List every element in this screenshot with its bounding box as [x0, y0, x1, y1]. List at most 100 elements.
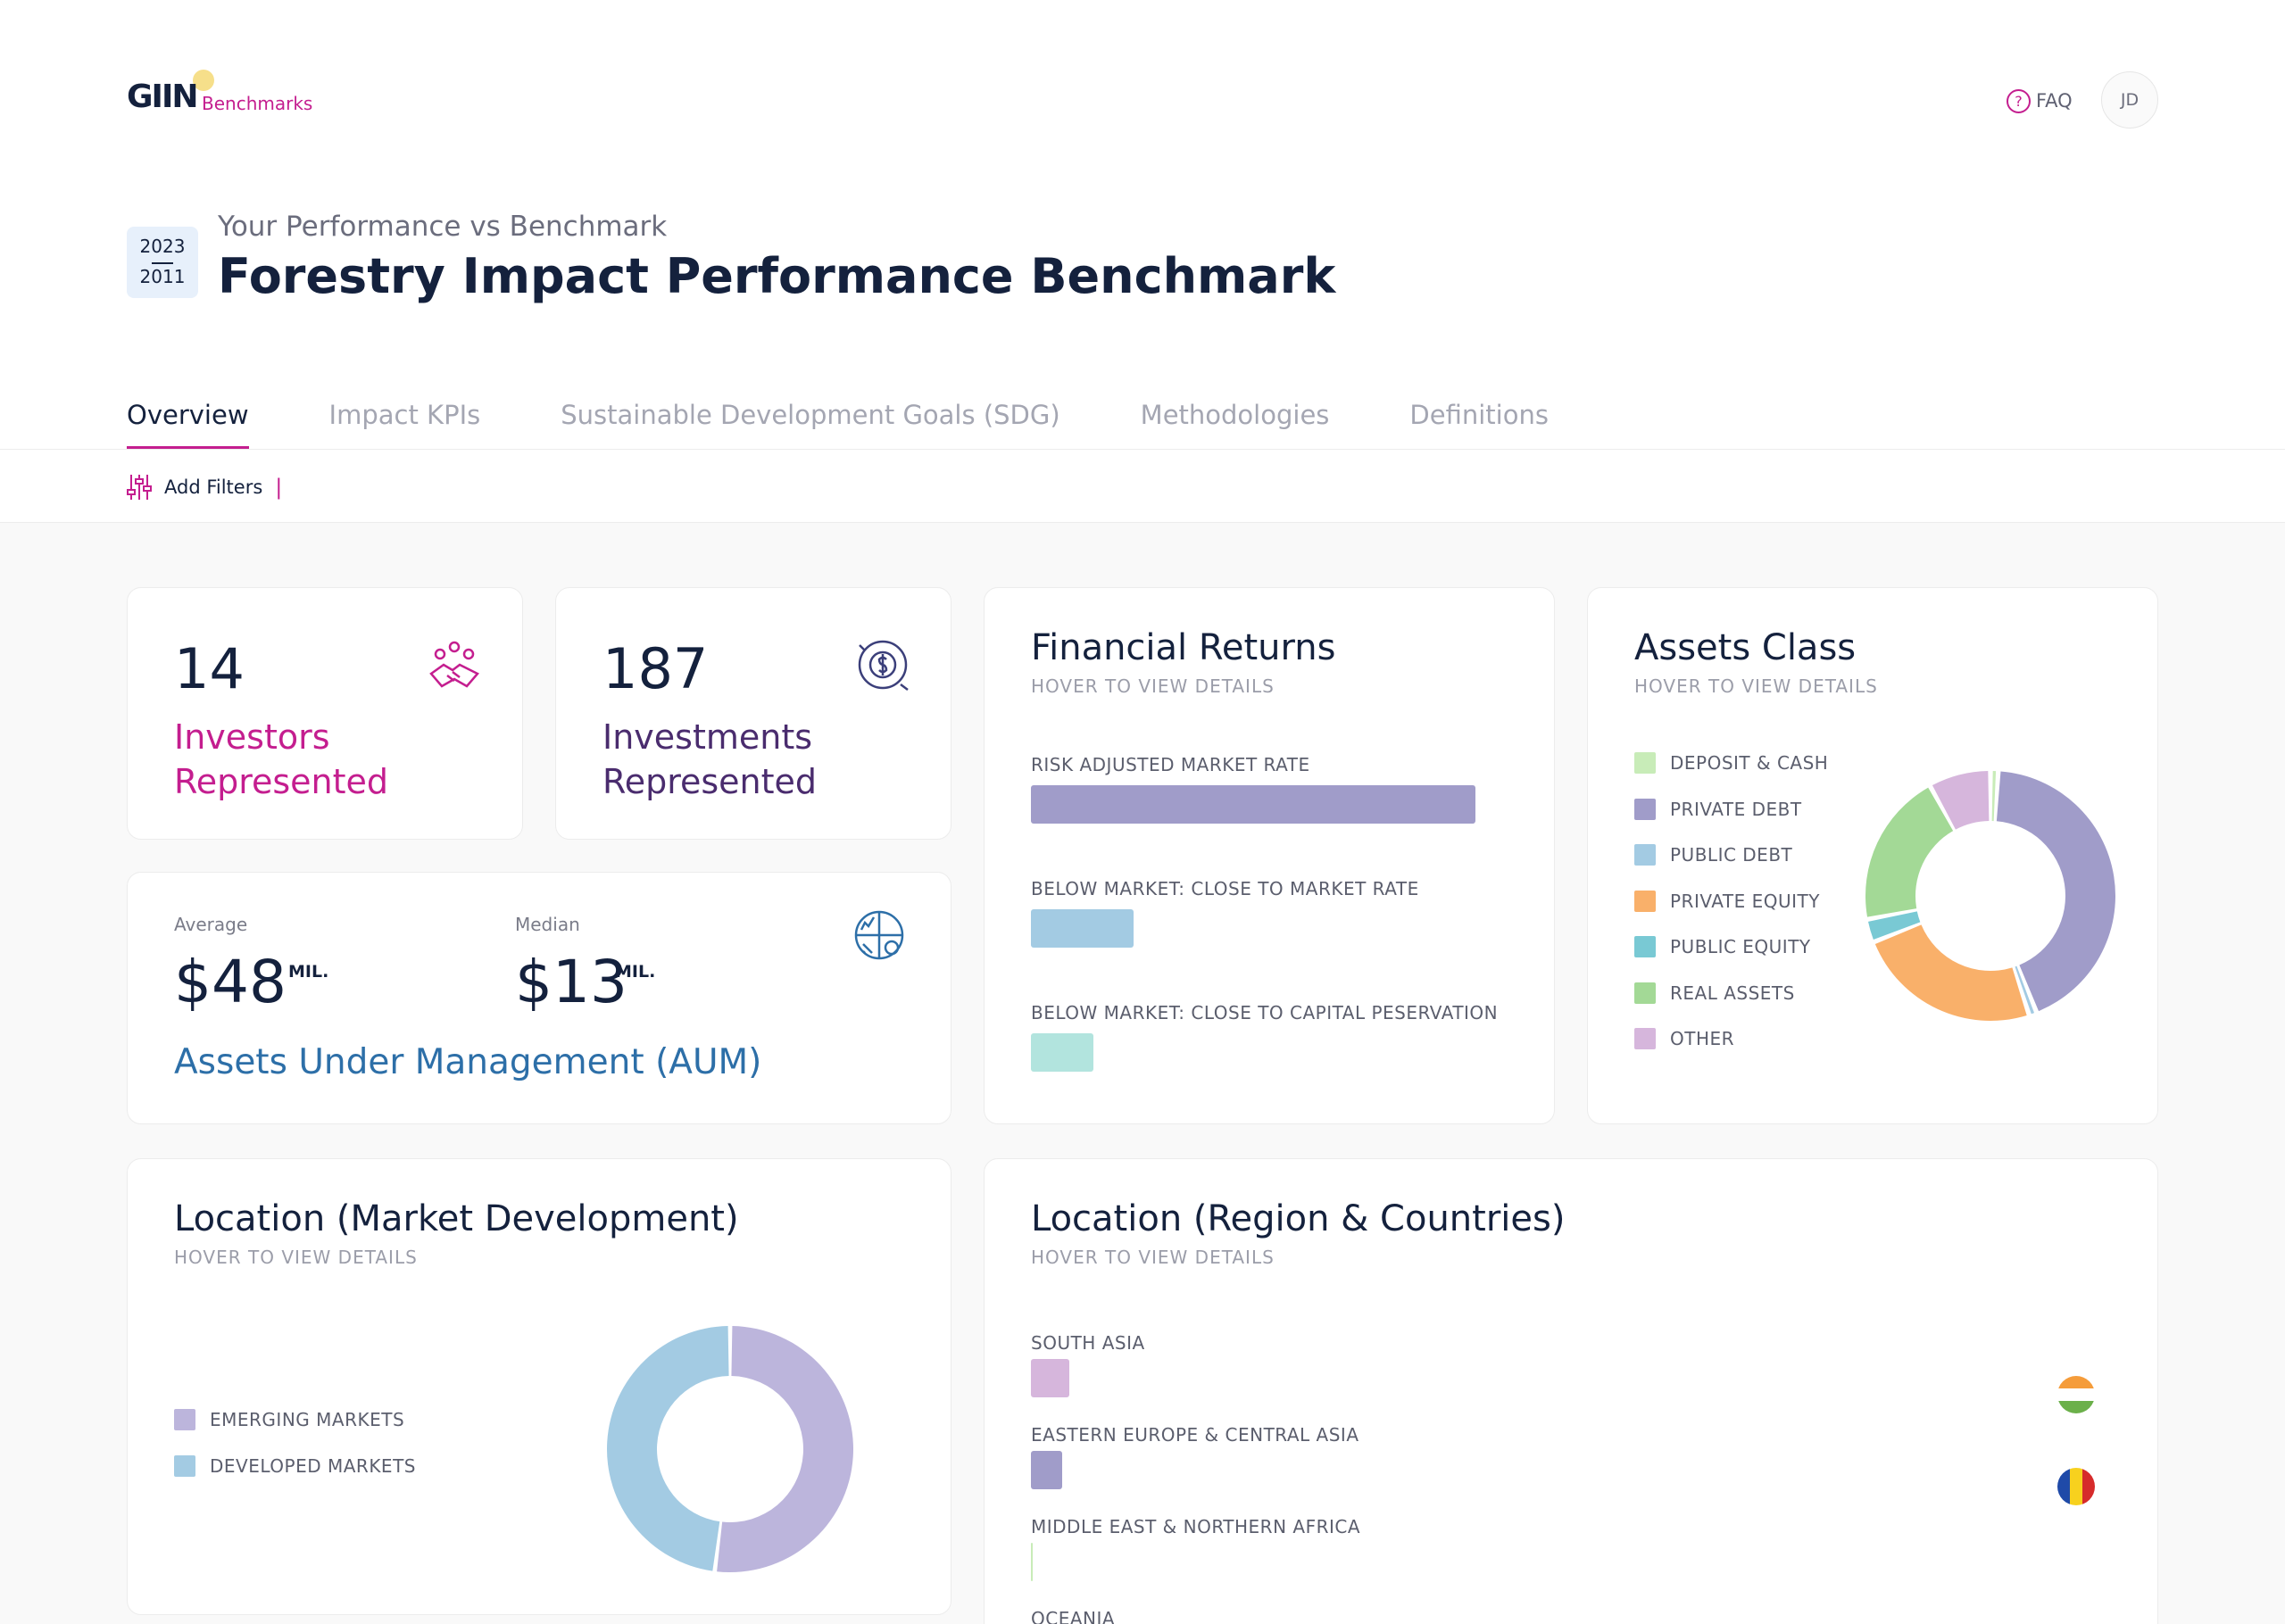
add-filters-button[interactable]: Add Filters | — [127, 473, 282, 501]
tab-overview[interactable]: Overview — [127, 400, 249, 450]
assets-class-legend-swatch — [1634, 936, 1656, 957]
aum-label: Assets Under Management (AUM) — [174, 1042, 762, 1082]
assets-class-legend-swatch — [1634, 1028, 1656, 1049]
financial-return-bar-below-market-close-to-capital-peservation[interactable] — [1031, 1033, 1093, 1072]
assets-class-legend-label: REAL ASSETS — [1670, 982, 1795, 1004]
portfolio-chart-icon — [854, 910, 904, 960]
assets-class-slice-real-assets[interactable] — [1865, 787, 1954, 917]
region-bar-south-asia[interactable] — [1031, 1359, 1069, 1397]
assets-class-legend-label: OTHER — [1670, 1028, 1735, 1049]
investors-card: 14 Investors Represented — [127, 587, 523, 840]
logo-giin-text: GIIN — [127, 79, 198, 115]
header: GIIN Benchmarks ? FAQ JD 2023 2011 Your … — [0, 0, 2285, 523]
aum-average-value: $48 — [174, 948, 287, 1016]
regions-card: Location (Region & Countries) HOVER TO V… — [984, 1158, 2158, 1624]
financial-return-bar-below-market-close-to-market-rate[interactable] — [1031, 909, 1134, 948]
assets-class-legend-real-assets[interactable]: REAL ASSETS — [1634, 982, 1795, 1004]
year-start: 2023 — [139, 236, 186, 257]
region-bar-eastern-europe-central-asia[interactable] — [1031, 1451, 1062, 1489]
region-label-south-asia: SOUTH ASIA — [1031, 1332, 1145, 1354]
assets-class-legend-label: PUBLIC DEBT — [1670, 844, 1793, 866]
assets-class-slice-other[interactable] — [1932, 771, 1990, 830]
market-development-legend-swatch — [174, 1455, 195, 1477]
avatar[interactable]: JD — [2101, 71, 2158, 128]
faq-label: FAQ — [2036, 90, 2073, 112]
tab-bar: Overview Impact KPIs Sustainable Develop… — [127, 400, 1549, 450]
assets-class-slice-public-equity[interactable] — [1868, 911, 1921, 940]
financial-return-label-below-market-close-to-market-rate: BELOW MARKET: CLOSE TO MARKET RATE — [1031, 878, 1419, 899]
assets-class-legend-private-equity[interactable]: PRIVATE EQUITY — [1634, 890, 1820, 912]
assets-class-legend-swatch — [1634, 752, 1656, 774]
market-development-legend-emerging-markets[interactable]: EMERGING MARKETS — [174, 1409, 404, 1430]
assets-class-legend-label: DEPOSIT & CASH — [1670, 752, 1829, 774]
financial-return-label-risk-adjusted-market-rate: RISK ADJUSTED MARKET RATE — [1031, 754, 1310, 775]
aum-median-caption: Median — [515, 914, 580, 935]
region-bar-middle-east-northern-africa[interactable] — [1031, 1543, 1033, 1581]
aum-card: Average $48 MIL. Median $13 MIL. Assets … — [127, 872, 951, 1124]
financial-returns-hint: HOVER TO VIEW DETAILS — [1031, 675, 1275, 697]
tab-impact-kpis[interactable]: Impact KPIs — [328, 400, 481, 430]
aum-average-unit: MIL. — [288, 962, 329, 982]
market-development-slice-developed-markets[interactable] — [607, 1326, 729, 1571]
region-label-oceania: OCEANIA — [1031, 1608, 1116, 1624]
assets-class-slice-private-equity[interactable] — [1874, 924, 2027, 1021]
market-development-legend-developed-markets[interactable]: DEVELOPED MARKETS — [174, 1455, 416, 1477]
investors-count: 14 — [174, 636, 245, 701]
market-development-donut-chart[interactable] — [601, 1320, 860, 1578]
investments-card: 187 Investments Represented — [555, 587, 951, 840]
market-development-slice-emerging-markets[interactable] — [717, 1326, 854, 1572]
investments-label: Investments Represented — [602, 715, 817, 804]
financial-returns-title: Financial Returns — [1031, 627, 1336, 668]
romania-flag-icon — [2057, 1468, 2095, 1505]
tab-definitions[interactable]: Definitions — [1409, 400, 1549, 430]
assets-class-legend-deposit-cash[interactable]: DEPOSIT & CASH — [1634, 752, 1828, 774]
assets-class-hint: HOVER TO VIEW DETAILS — [1634, 675, 1878, 697]
aum-median-unit: MIL. — [615, 962, 656, 982]
investments-count: 187 — [602, 636, 709, 701]
region-label-middle-east-northern-africa: MIDDLE EAST & NORTHERN AFRICA — [1031, 1516, 1361, 1537]
assets-class-legend-swatch — [1634, 844, 1656, 866]
regions-title: Location (Region & Countries) — [1031, 1198, 1566, 1239]
page-title: Forestry Impact Performance Benchmark — [218, 248, 1336, 304]
assets-class-legend-other[interactable]: OTHER — [1634, 1028, 1734, 1049]
assets-class-legend-private-debt[interactable]: PRIVATE DEBT — [1634, 798, 1802, 820]
investors-label-line1: Investors — [174, 717, 330, 757]
market-development-hint: HOVER TO VIEW DETAILS — [174, 1247, 418, 1268]
market-development-legend-label: EMERGING MARKETS — [210, 1409, 405, 1430]
assets-class-donut-chart[interactable] — [1861, 766, 2120, 1025]
market-development-legend-label: DEVELOPED MARKETS — [210, 1455, 416, 1477]
market-development-legend-swatch — [174, 1409, 195, 1430]
filters-separator: | — [275, 475, 283, 500]
giin-logo[interactable]: GIIN Benchmarks — [127, 70, 323, 123]
assets-class-legend-label: PRIVATE DEBT — [1670, 798, 1802, 820]
tab-divider — [0, 449, 2285, 450]
year-range-badge: 2023 2011 — [127, 227, 198, 298]
financial-return-bar-risk-adjusted-market-rate[interactable] — [1031, 785, 1475, 824]
year-divider — [152, 262, 173, 264]
faq-link[interactable]: ? FAQ — [2007, 87, 2073, 114]
year-end: 2011 — [139, 266, 186, 287]
filter-sliders-icon — [127, 475, 152, 500]
assets-class-legend-swatch — [1634, 890, 1656, 912]
assets-class-legend-public-equity[interactable]: PUBLIC EQUITY — [1634, 936, 1811, 957]
india-flag-icon — [2057, 1376, 2095, 1413]
tab-methodologies[interactable]: Methodologies — [1140, 400, 1330, 430]
assets-class-legend-label: PUBLIC EQUITY — [1670, 936, 1811, 957]
market-development-title: Location (Market Development) — [174, 1198, 739, 1239]
assets-class-slice-deposit-cash[interactable] — [1991, 771, 1997, 822]
handshake-group-icon — [429, 641, 479, 688]
investments-label-line1: Investments — [602, 717, 813, 757]
assets-class-slice-private-debt[interactable] — [1996, 771, 2115, 1012]
assets-class-card: Assets Class HOVER TO VIEW DETAILS DEPOS… — [1587, 587, 2158, 1124]
tab-sdg[interactable]: Sustainable Development Goals (SDG) — [561, 400, 1060, 430]
assets-class-slice-public-debt[interactable] — [2015, 965, 2035, 1015]
market-development-card: Location (Market Development) HOVER TO V… — [127, 1158, 951, 1615]
aum-average-caption: Average — [174, 914, 248, 935]
assets-class-legend-public-debt[interactable]: PUBLIC DEBT — [1634, 844, 1792, 866]
assets-class-title: Assets Class — [1634, 627, 1857, 668]
page-subtitle: Your Performance vs Benchmark — [218, 211, 668, 243]
assets-class-legend-swatch — [1634, 798, 1656, 820]
add-filters-label: Add Filters — [164, 476, 263, 498]
financial-return-label-below-market-close-to-capital-peservation: BELOW MARKET: CLOSE TO CAPITAL PESERVATI… — [1031, 1002, 1499, 1023]
aum-median-value: $13 — [515, 948, 627, 1016]
